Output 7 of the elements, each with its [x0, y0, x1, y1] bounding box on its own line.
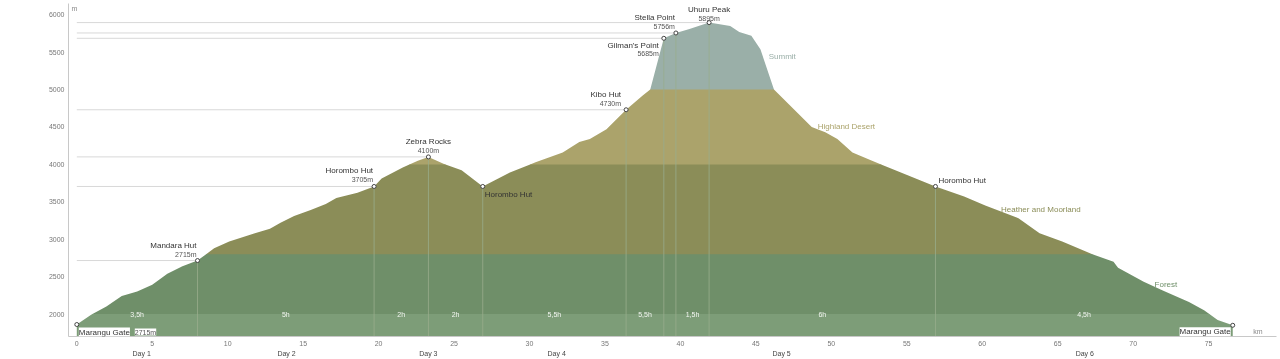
series-label: Forest: [1154, 279, 1179, 289]
series-label: Highland Desert: [817, 122, 876, 132]
annotation: Marangu Gate: [1179, 327, 1232, 337]
series-label: Summit: [768, 51, 797, 61]
annotation: Horombo Hut: [484, 190, 534, 200]
series-label: Heather and Moorland: [1001, 204, 1081, 214]
annotation: Horombo Hut: [938, 176, 987, 186]
